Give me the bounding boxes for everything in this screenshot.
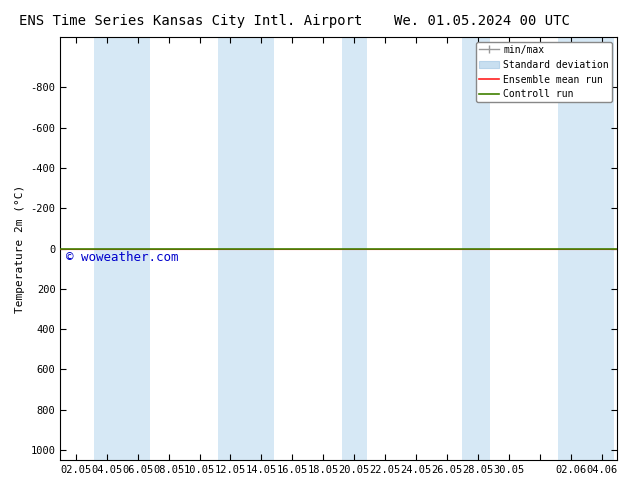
Text: © woweather.com: © woweather.com — [66, 251, 179, 264]
Bar — [462, 37, 490, 460]
Bar — [342, 37, 366, 460]
Legend: min/max, Standard deviation, Ensemble mean run, Controll run: min/max, Standard deviation, Ensemble me… — [476, 42, 612, 102]
Text: We. 01.05.2024 00 UTC: We. 01.05.2024 00 UTC — [394, 14, 570, 28]
Bar — [94, 37, 150, 460]
Bar — [218, 37, 274, 460]
Bar — [559, 37, 614, 460]
Text: ENS Time Series Kansas City Intl. Airport: ENS Time Series Kansas City Intl. Airpor… — [18, 14, 362, 28]
Y-axis label: Temperature 2m (°C): Temperature 2m (°C) — [15, 184, 25, 313]
